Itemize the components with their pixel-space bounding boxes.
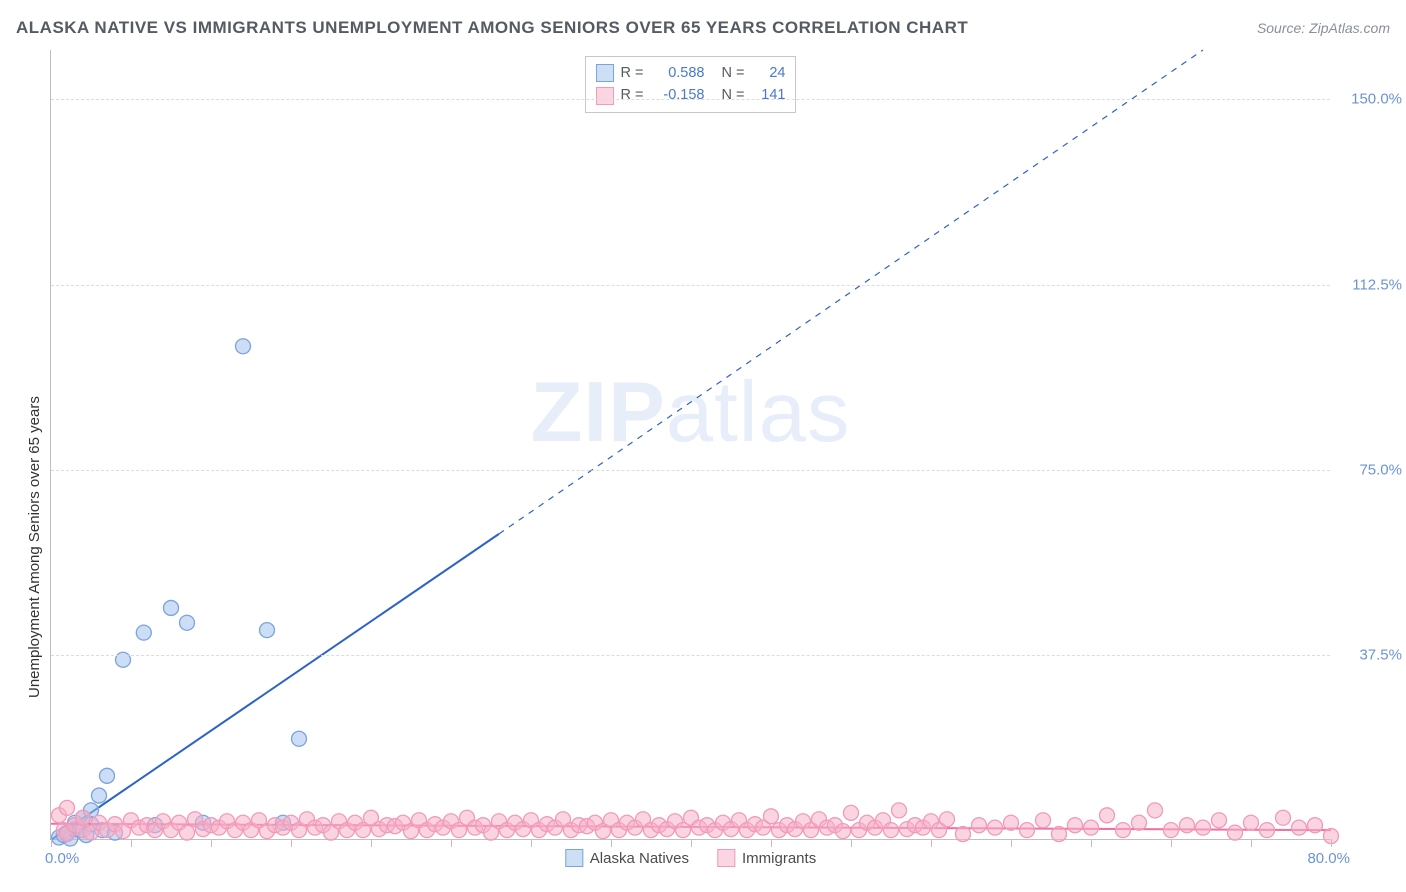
n-value: 141 xyxy=(751,84,785,106)
y-axis-label: Unemployment Among Seniors over 65 years xyxy=(26,396,43,698)
source-attribution: Source: ZipAtlas.com xyxy=(1257,20,1390,36)
chart-title: ALASKA NATIVE VS IMMIGRANTS UNEMPLOYMENT… xyxy=(16,18,968,38)
stats-legend: R = 0.588 N = 24 R = -0.158 N = 141 xyxy=(585,56,797,113)
data-point xyxy=(1308,818,1323,833)
x-tick xyxy=(771,839,772,847)
legend-swatch xyxy=(596,64,614,82)
data-point xyxy=(884,823,899,838)
data-point xyxy=(260,623,275,638)
y-tick-label: 37.5% xyxy=(1359,646,1402,663)
trend-line xyxy=(51,534,499,840)
data-point xyxy=(100,768,115,783)
x-tick xyxy=(1251,839,1252,847)
data-point xyxy=(1036,813,1051,828)
gridline xyxy=(51,655,1330,656)
x-tick xyxy=(691,839,692,847)
legend-swatch xyxy=(565,849,583,867)
data-point xyxy=(180,825,195,840)
x-tick xyxy=(131,839,132,847)
x-tick xyxy=(371,839,372,847)
r-label: R = xyxy=(621,62,644,84)
x-tick xyxy=(931,839,932,847)
x-tick xyxy=(531,839,532,847)
data-point xyxy=(1244,815,1259,830)
gridline xyxy=(51,99,1330,100)
data-point xyxy=(1228,825,1243,840)
data-point xyxy=(180,615,195,630)
data-point xyxy=(940,812,955,827)
n-label: N = xyxy=(722,62,745,84)
data-point xyxy=(1052,827,1067,842)
y-tick-label: 112.5% xyxy=(1352,276,1402,293)
stats-legend-row: R = -0.158 N = 141 xyxy=(596,84,786,106)
data-point xyxy=(76,810,91,825)
x-tick xyxy=(451,839,452,847)
source-prefix: Source: xyxy=(1257,20,1309,36)
gridline xyxy=(51,285,1330,286)
data-point xyxy=(1180,818,1195,833)
x-tick xyxy=(1091,839,1092,847)
x-tick xyxy=(291,839,292,847)
data-point xyxy=(972,818,987,833)
plot-area: ZIPatlas R =0.588N =24R =-0.158N =141 Al… xyxy=(50,50,1330,840)
data-point xyxy=(60,800,75,815)
data-point xyxy=(988,820,1003,835)
data-point xyxy=(1260,823,1275,838)
stats-legend-row: R = 0.588 N = 24 xyxy=(596,62,786,84)
y-tick-label: 150.0% xyxy=(1351,91,1402,108)
data-point xyxy=(1292,820,1307,835)
data-point xyxy=(164,600,179,615)
data-point xyxy=(1276,810,1291,825)
r-value: 0.588 xyxy=(651,62,705,84)
data-point xyxy=(892,803,907,818)
x-axis-max-label: 80.0% xyxy=(1307,850,1350,867)
data-point xyxy=(1116,823,1131,838)
data-point xyxy=(1100,808,1115,823)
data-point xyxy=(1196,820,1211,835)
data-point xyxy=(136,625,151,640)
source-name: ZipAtlas.com xyxy=(1309,20,1390,36)
data-point xyxy=(764,809,779,824)
trend-line-extrapolated xyxy=(499,50,1203,534)
x-tick xyxy=(1171,839,1172,847)
data-point xyxy=(1164,823,1179,838)
x-axis-min-label: 0.0% xyxy=(45,850,79,867)
plot-svg xyxy=(51,50,1330,839)
legend-item: Alaska Natives xyxy=(565,849,689,867)
x-tick xyxy=(1331,839,1332,847)
legend-label: Alaska Natives xyxy=(590,850,689,867)
data-point xyxy=(236,339,251,354)
data-point xyxy=(92,788,107,803)
data-point xyxy=(1148,803,1163,818)
data-point xyxy=(836,824,851,839)
data-point xyxy=(844,805,859,820)
data-point xyxy=(1068,818,1083,833)
r-label: R = xyxy=(621,84,644,106)
legend-swatch xyxy=(596,87,614,105)
gridline xyxy=(51,470,1330,471)
x-tick xyxy=(51,839,52,847)
x-tick xyxy=(211,839,212,847)
legend-item: Immigrants xyxy=(717,849,816,867)
data-point xyxy=(1004,815,1019,830)
y-tick-label: 75.0% xyxy=(1359,461,1402,478)
r-value: -0.158 xyxy=(651,84,705,106)
n-value: 24 xyxy=(751,62,785,84)
data-point xyxy=(1132,815,1147,830)
title-bar: ALASKA NATIVE VS IMMIGRANTS UNEMPLOYMENT… xyxy=(16,18,1390,38)
x-tick xyxy=(851,839,852,847)
x-tick xyxy=(1011,839,1012,847)
legend-swatch xyxy=(717,849,735,867)
data-point xyxy=(292,731,307,746)
series-legend: Alaska Natives Immigrants xyxy=(565,849,816,867)
data-point xyxy=(956,827,971,842)
data-point xyxy=(1020,823,1035,838)
x-tick xyxy=(611,839,612,847)
data-point xyxy=(1212,813,1227,828)
n-label: N = xyxy=(722,84,745,106)
legend-label: Immigrants xyxy=(742,850,816,867)
data-point xyxy=(1084,820,1099,835)
